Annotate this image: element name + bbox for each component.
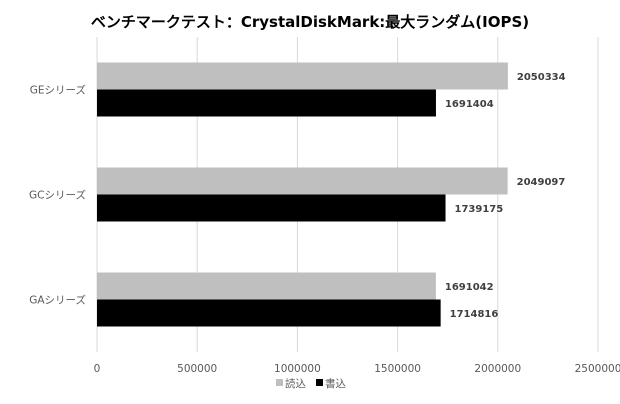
data-label: 1691404 (445, 99, 494, 110)
bar-読込 (97, 272, 436, 300)
chart-title: ベンチマークテスト：CrystalDiskMark:最大ランダム(IOPS) (91, 13, 529, 31)
data-label: 1714816 (450, 309, 499, 320)
x-tick-label: 2500000 (575, 363, 620, 375)
legend-label: 書込 (325, 377, 346, 390)
legend: 読込 書込 (276, 377, 346, 390)
x-tick-label: 500000 (177, 363, 217, 375)
bar-読込 (97, 167, 508, 195)
x-tick-label: 2000000 (474, 363, 521, 375)
category-label: GCシリーズ (29, 189, 86, 202)
bar-読込 (97, 62, 508, 90)
bar-書込 (97, 194, 446, 222)
bar-書込 (97, 299, 441, 327)
data-label: 2050334 (517, 72, 566, 83)
x-tick-label: 1000000 (274, 363, 321, 375)
category-label: GAシリーズ (29, 294, 86, 307)
data-label: 1739175 (455, 204, 504, 215)
legend-swatch (276, 379, 283, 386)
bar-書込 (97, 89, 436, 117)
x-tick-label: 1500000 (374, 363, 421, 375)
legend-label: 読込 (285, 377, 306, 390)
x-tick-label: 0 (94, 363, 101, 375)
data-label: 2049097 (517, 177, 566, 188)
category-label: GEシリーズ (30, 84, 86, 97)
legend-swatch (316, 379, 323, 386)
data-label: 1691042 (445, 282, 494, 293)
